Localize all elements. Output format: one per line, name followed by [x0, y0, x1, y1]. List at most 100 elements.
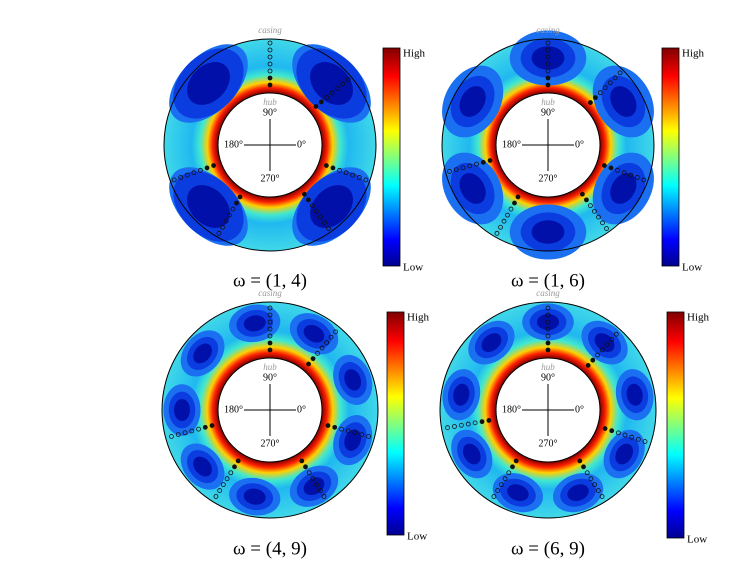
sensor: [178, 175, 184, 180]
sensor: [324, 340, 329, 345]
sensor: [642, 439, 648, 444]
sensor: [169, 433, 174, 439]
sensor: [508, 206, 514, 212]
sensor: [498, 224, 503, 230]
sensor: [267, 75, 273, 81]
sensor: [635, 436, 641, 442]
sensor: [505, 212, 510, 218]
casing-label: casing: [258, 288, 282, 298]
sensor: [617, 70, 623, 76]
sensor: [326, 226, 331, 231]
sensor: [340, 81, 346, 87]
casing-label: casing: [258, 25, 282, 35]
sensor: [596, 214, 601, 220]
sensor: [545, 333, 551, 339]
sensor: [267, 40, 273, 46]
contour-blob: [193, 456, 212, 477]
sensor: [581, 464, 586, 470]
casing-outline: [439, 301, 657, 519]
sensor: [333, 329, 338, 335]
contour-blob: [459, 86, 486, 117]
casing-outline: [441, 38, 655, 252]
sensor: [494, 230, 500, 236]
sensor: [588, 203, 593, 209]
sensor: [235, 458, 241, 464]
sensor: [447, 168, 452, 174]
contour-blob: [243, 488, 266, 505]
sensor: [337, 167, 342, 173]
contour-blob: [626, 383, 643, 406]
contour-blob: [459, 173, 486, 204]
sensor: [599, 347, 605, 353]
hub-label: hub: [541, 362, 555, 372]
sensor: [198, 167, 203, 173]
sensor: [227, 212, 232, 218]
sensor: [545, 61, 551, 67]
panel-label: ω = (1, 4): [233, 270, 307, 291]
sensor: [322, 220, 327, 226]
sensor: [224, 476, 230, 482]
sensor: [171, 177, 177, 183]
sensor: [204, 165, 210, 171]
angle-label: 270°: [261, 173, 280, 184]
sensor: [328, 334, 334, 340]
sensor: [512, 200, 517, 206]
sensor: [608, 165, 614, 171]
sensor: [267, 82, 273, 88]
angle-label: 180°: [502, 404, 521, 415]
sensor: [267, 340, 273, 346]
sensor: [220, 224, 225, 230]
colorbar-high: High: [687, 312, 710, 324]
contour-blob: [610, 173, 637, 204]
sensor: [267, 319, 273, 325]
contour-blob: [536, 314, 560, 330]
sensor: [359, 432, 365, 437]
contour-blob: [174, 398, 190, 422]
casing-outline: [161, 301, 379, 519]
sensor: [584, 197, 589, 203]
sensor: [213, 494, 219, 499]
contour-blob: [615, 443, 634, 465]
sensor: [182, 430, 188, 436]
sensor: [310, 476, 316, 482]
contour-blob: [187, 62, 230, 105]
sensor: [502, 476, 508, 482]
sensor: [366, 433, 371, 439]
sensor: [479, 419, 485, 425]
sensor: [321, 494, 327, 499]
contour-blob: [344, 369, 362, 391]
sensor: [267, 54, 273, 60]
sensor: [513, 458, 519, 464]
sensor: [314, 208, 319, 214]
sensor: [267, 305, 273, 311]
sensor: [615, 167, 620, 173]
sensor: [545, 54, 551, 60]
sensor: [299, 458, 305, 464]
sensor: [350, 172, 356, 178]
casing-outline: [163, 38, 377, 252]
sensor: [191, 170, 197, 176]
contour-blob: [507, 484, 529, 502]
sensor: [310, 203, 315, 209]
sensor: [592, 208, 597, 214]
contour-blob: [344, 429, 362, 451]
sensor: [232, 464, 237, 470]
contour-blob: [531, 46, 565, 70]
angle-label: 270°: [261, 438, 280, 449]
casing-label: casing: [536, 25, 560, 35]
angle-label: 90°: [263, 372, 277, 383]
sensor: [460, 165, 466, 171]
sensor: [220, 482, 226, 488]
sensor: [458, 422, 464, 428]
sensor: [602, 426, 608, 431]
colorbar: [661, 47, 680, 267]
angle-label: 180°: [224, 139, 243, 150]
hub-label: hub: [263, 97, 277, 107]
contour-blob: [310, 185, 353, 228]
sensor: [634, 175, 640, 180]
sensor: [545, 326, 551, 332]
colorbar-high: High: [403, 48, 426, 60]
sensor: [319, 345, 325, 351]
sensor: [234, 200, 239, 206]
